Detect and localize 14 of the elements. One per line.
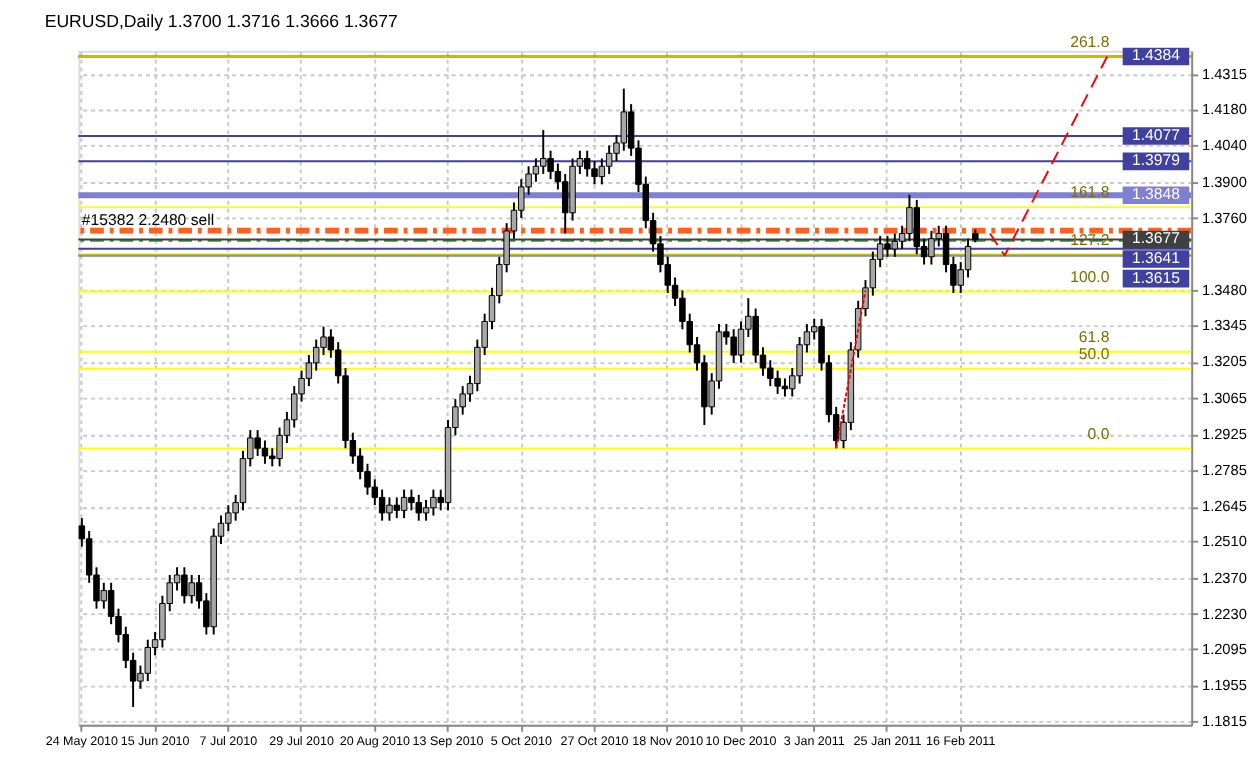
ref-line-label: 1.3641 xyxy=(1132,248,1180,267)
annotation: 100.0 xyxy=(1070,267,1111,286)
annotation: 261.8 xyxy=(1070,32,1111,51)
annotation: 161.8 xyxy=(1070,183,1111,202)
ref-line-label: 1.4384 xyxy=(1132,46,1182,65)
annotation: 61.8 xyxy=(1078,327,1111,346)
ref-line-label: 1.4077 xyxy=(1132,125,1180,144)
annotation: 0.0 xyxy=(1087,424,1111,443)
legend-label: 1.3615 xyxy=(1132,268,1182,287)
ref-line-label: 1.3848 xyxy=(1132,185,1182,204)
chart-title: EURUSD,Daily 1.3700 1.3716 1.3666 1.3677 xyxy=(44,11,398,32)
ref-line-label: 1.3979 xyxy=(1132,151,1180,170)
ref-line-label: #15382 2.2480 sell xyxy=(81,210,215,229)
ref-line-label: 1.3677 xyxy=(1132,229,1180,248)
